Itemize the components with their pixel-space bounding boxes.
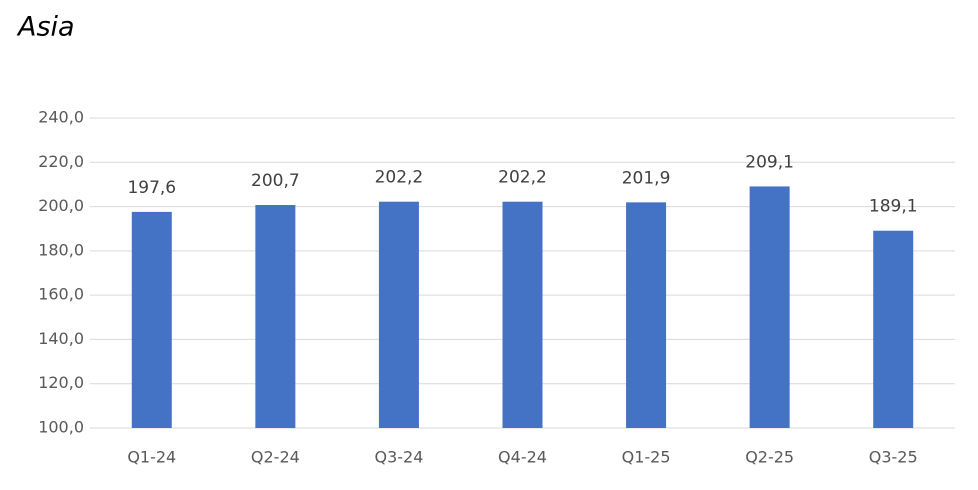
value-label: 197,6	[127, 178, 176, 198]
value-label: 202,2	[498, 168, 547, 188]
bar	[626, 202, 667, 428]
x-tick-label: Q2-24	[251, 448, 300, 467]
value-label: 209,1	[745, 152, 794, 172]
x-tick-label: Q4-24	[498, 448, 547, 467]
value-label: 189,1	[869, 197, 918, 217]
y-tick-label: 180,0	[38, 240, 84, 259]
x-tick-label: Q1-25	[622, 448, 671, 467]
value-label: 202,2	[375, 168, 424, 188]
y-tick-label: 140,0	[38, 329, 84, 348]
bar	[131, 211, 172, 428]
y-tick-label: 160,0	[38, 285, 84, 304]
bar	[749, 186, 790, 428]
x-tick-label: Q3-25	[869, 448, 918, 467]
bar	[502, 201, 543, 428]
bar	[255, 205, 296, 428]
x-tick-label: Q2-25	[745, 448, 794, 467]
y-tick-label: 240,0	[38, 108, 84, 127]
y-tick-label: 120,0	[38, 373, 84, 392]
y-tick-label: 200,0	[38, 196, 84, 215]
bar	[378, 201, 419, 428]
bar	[873, 230, 914, 428]
chart-title: Asia	[16, 12, 75, 43]
x-tick-label: Q1-24	[127, 448, 176, 467]
value-label: 200,7	[251, 171, 300, 191]
y-tick-label: 220,0	[38, 152, 84, 171]
y-tick-label: 100,0	[38, 418, 84, 437]
value-label: 201,9	[622, 168, 671, 188]
x-tick-label: Q3-24	[374, 448, 423, 467]
